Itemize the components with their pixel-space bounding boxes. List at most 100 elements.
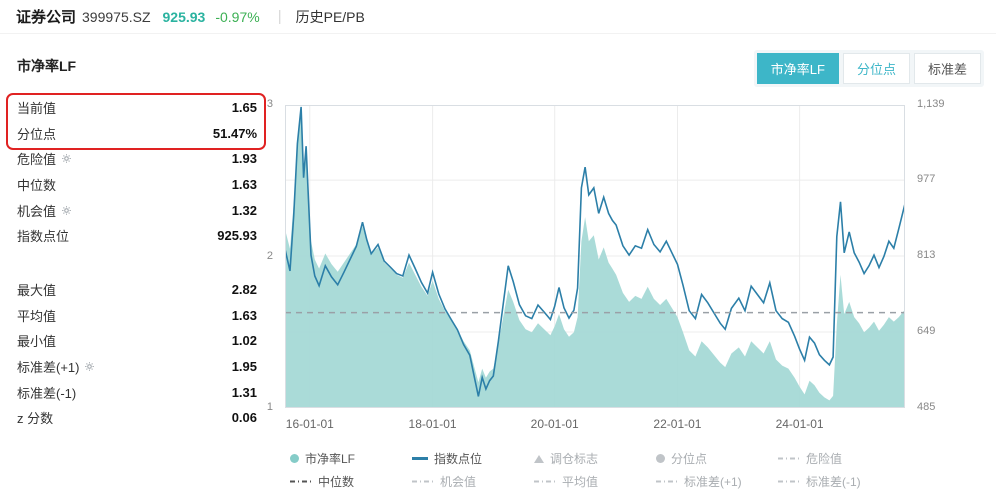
index-price: 925.93 (162, 8, 206, 25)
stat-value: 1.02 (231, 333, 257, 349)
legend-item-市净率LF[interactable]: 市净率LF (290, 450, 412, 467)
header-divider: | (277, 8, 282, 25)
y-axis-left: 3 2 1 (255, 98, 279, 413)
dash-icon (290, 478, 312, 485)
x-axis-label: 24-01-01 (775, 417, 824, 431)
legend-label: 平均值 (562, 475, 599, 489)
stat-label: 最小值 (17, 334, 57, 350)
legend-label: 市净率LF (305, 452, 356, 466)
dash-icon (412, 478, 434, 485)
y-axis-right-label: 1,139 (917, 98, 945, 110)
x-axis-label: 16-01-01 (285, 417, 334, 431)
chart-region (285, 105, 905, 408)
stat-label: 指数点位 (17, 229, 70, 245)
y-axis-left-label: 2 (266, 249, 273, 262)
y-axis-right: 1,139 977 813 649 485 (917, 98, 969, 413)
legend-row: 市净率LF 指数点位 调仓标志 分位点 危险值 (285, 447, 905, 470)
stat-row: 平均值 1.63 (17, 303, 257, 329)
stat-value: 51.47% (212, 125, 257, 141)
panel-title: 市净率LF (17, 58, 77, 74)
index-line-series (285, 106, 905, 397)
stat-row: 标准差(-1) 1.31 (17, 379, 257, 405)
y-axis-right-label: 977 (917, 173, 936, 186)
legend-item-标准差(+1)[interactable]: 标准差(+1) (656, 473, 778, 490)
stat-row: 最小值 1.02 (17, 328, 257, 354)
stat-label: 平均值 (17, 308, 57, 324)
circle-icon (290, 454, 299, 463)
legend-label: 调仓标志 (550, 452, 599, 466)
stat-value: 1.65 (231, 100, 257, 116)
x-axis-label: 22-01-01 (653, 417, 702, 431)
stat-value: 1.63 (231, 177, 257, 193)
stat-row: 标准差(+1) 1.95 (17, 354, 257, 380)
legend-label: 指数点位 (434, 452, 483, 466)
x-axis-label: 20-01-01 (530, 417, 579, 431)
stat-label: 标准差(+1) (17, 360, 80, 376)
stat-row: z 分数 0.06 (17, 405, 257, 431)
stat-value: 2.82 (231, 282, 257, 298)
index-change: -0.97% (215, 8, 260, 25)
stat-value: 1.63 (231, 307, 257, 323)
stat-label: 机会值 (17, 203, 57, 219)
legend-item-中位数[interactable]: 中位数 (290, 473, 412, 490)
stat-label: 最大值 (17, 283, 57, 299)
legend-item-机会值[interactable]: 机会值 (412, 473, 534, 490)
y-axis-left-label: 3 (266, 98, 273, 110)
dash-icon (778, 455, 800, 462)
stat-value: 1.95 (231, 359, 257, 375)
stat-row: 中位数 1.63 (17, 172, 257, 198)
stat-value: 0.06 (231, 410, 257, 426)
legend-row: 中位数 机会值 平均值 标准差(+1) 标准差(-1) (285, 470, 905, 493)
dash-icon (778, 478, 800, 485)
toolbar-button-3[interactable]: 标准差 (913, 53, 981, 84)
stat-label: 危险值 (17, 152, 57, 168)
stat-row: 机会值 1.32 (17, 197, 257, 223)
circle-icon (656, 454, 665, 463)
legend-label: 危险值 (806, 452, 843, 466)
legend-item-标准差(-1)[interactable]: 标准差(-1) (778, 473, 900, 490)
dash-icon (656, 478, 678, 485)
legend-item-调仓标志[interactable]: 调仓标志 (534, 450, 656, 467)
stat-value: 925.93 (217, 228, 257, 244)
y-axis-right-label: 649 (917, 325, 936, 338)
stat-value: 1.93 (231, 151, 257, 167)
stats-group-main: 当前值 1.65 分位点 51.47% 危险值 1.93 中位数 1.63 机会值 1.32 指数点… (17, 95, 257, 249)
toolbar-button-2[interactable]: 分位点 (842, 53, 910, 84)
toolbar-button-1[interactable]: 市净率LF (756, 53, 839, 84)
legend-item-指数点位[interactable]: 指数点位 (412, 450, 534, 467)
legend-label: 机会值 (440, 475, 477, 489)
gear-icon[interactable] (61, 205, 72, 216)
y-axis-right-label: 485 (917, 401, 936, 413)
pb-area-series (285, 109, 905, 408)
legend-item-分位点[interactable]: 分位点 (656, 450, 778, 467)
stat-label: 当前值 (17, 101, 57, 117)
metric-toggle-group: 市净率LF 分位点 标准差 (753, 50, 984, 87)
legend-item-危险值[interactable]: 危险值 (778, 450, 900, 467)
stat-row: 分位点 51.47% (17, 121, 257, 147)
y-axis-right-label: 813 (917, 249, 936, 262)
line-icon (412, 457, 428, 460)
legend-label: 标准差(+1) (684, 475, 742, 489)
stat-value: 1.32 (231, 202, 257, 218)
stat-label: 分位点 (17, 126, 57, 142)
stat-label: 标准差(-1) (17, 385, 77, 401)
dash-icon (534, 478, 556, 485)
legend-label: 分位点 (671, 452, 708, 466)
legend-label: 标准差(-1) (806, 475, 861, 489)
stat-row: 当前值 1.65 (17, 95, 257, 121)
pb-chart-plot[interactable] (285, 105, 905, 408)
legend-label: 中位数 (318, 475, 355, 489)
gear-icon[interactable] (61, 153, 72, 164)
menu-history-pe-pb[interactable]: 历史PE/PB (295, 8, 365, 25)
index-code: 399975.SZ (82, 8, 151, 25)
stat-row: 指数点位 925.93 (17, 223, 257, 249)
legend-item-平均值[interactable]: 平均值 (534, 473, 656, 490)
stats-group-extremes: 最大值 2.82 平均值 1.63 最小值 1.02 标准差(+1) 1.95 标准差(-1) 1… (17, 277, 257, 431)
stat-value: 1.31 (231, 384, 257, 400)
stat-label: z 分数 (17, 411, 54, 427)
x-axis-label: 18-01-01 (408, 417, 457, 431)
plot-border (285, 105, 905, 408)
x-axis: 16-01-01 18-01-01 20-01-01 22-01-01 24-01-01 (285, 417, 905, 433)
gear-icon[interactable] (84, 361, 95, 372)
stat-label: 中位数 (17, 178, 57, 194)
